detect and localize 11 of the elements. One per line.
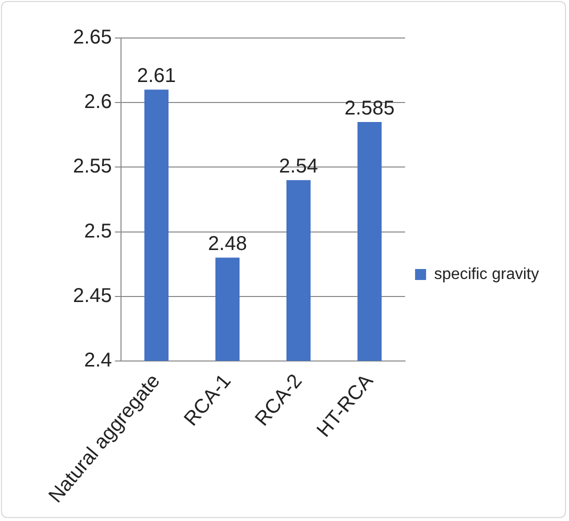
- legend-label: specific gravity: [434, 266, 539, 283]
- y-tick-label: 2.65: [72, 26, 112, 49]
- y-tick-label: 2.45: [72, 284, 112, 307]
- y-tick-label: 2.5: [84, 220, 112, 242]
- data-label: 2.54: [279, 156, 318, 178]
- y-tick-label: 2.55: [72, 156, 112, 178]
- y-tick-label: 2.4: [84, 349, 112, 372]
- data-label: 2.61: [136, 65, 176, 88]
- data-label: 2.48: [208, 233, 247, 256]
- data-label: 2.585: [344, 97, 395, 120]
- y-tick-label: 2.6: [84, 91, 112, 114]
